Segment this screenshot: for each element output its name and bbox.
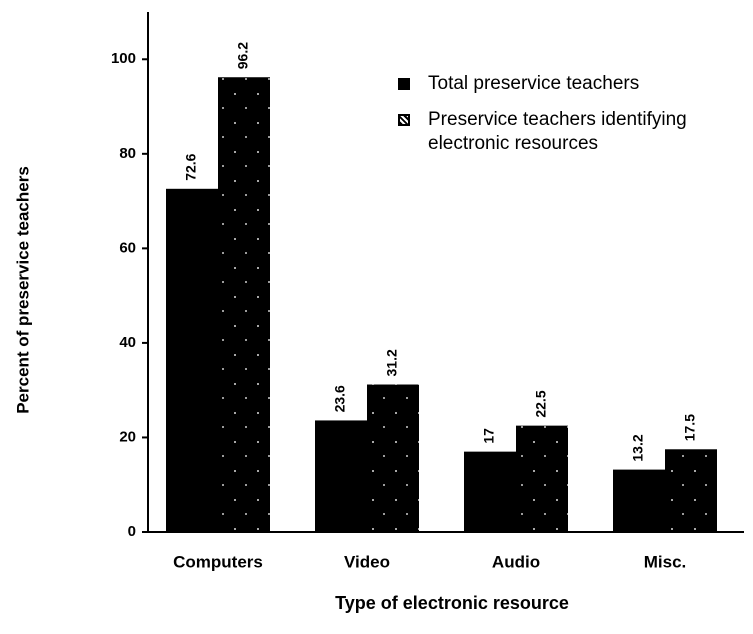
data-label: 96.2 [235,42,251,69]
bar-texture [218,77,270,533]
y-tick-label: 0 [128,523,136,540]
y-tick-label: 40 [119,334,136,351]
bar [613,469,665,532]
bar [464,451,516,532]
bar-texture [665,449,717,532]
data-label: 13.2 [630,434,646,461]
y-tick-label: 60 [119,239,136,256]
x-tick-label: Video [344,552,390,571]
x-tick-label: Computers [173,552,263,571]
bar-texture [516,425,568,532]
data-label: 23.6 [332,385,348,412]
x-tick-label: Misc. [644,552,687,571]
y-tick-label: 100 [111,50,136,67]
y-axis-label: Percent of preservice teachers [13,166,32,414]
legend-item: Preservice teachers identifying electron… [398,108,748,156]
bar [166,188,218,533]
legend-label: Preservice teachers identifying electron… [428,109,687,154]
legend: Total preservice teachers Preservice teac… [398,72,748,168]
x-axis-label: Type of electronic resource [335,593,569,613]
y-tick-label: 20 [119,428,136,445]
y-tick-label: 80 [119,145,136,162]
bar [315,420,367,532]
data-label: 17 [481,428,497,444]
data-label: 22.5 [533,390,549,417]
data-label: 72.6 [183,153,199,180]
legend-item: Total preservice teachers [398,72,748,96]
legend-swatch [398,114,410,126]
data-label: 17.5 [682,414,698,441]
legend-swatch [398,78,410,90]
bar-texture [367,384,419,532]
legend-label: Total preservice teachers [428,73,640,94]
data-label: 31.2 [384,349,400,376]
x-tick-label: Audio [492,552,540,571]
